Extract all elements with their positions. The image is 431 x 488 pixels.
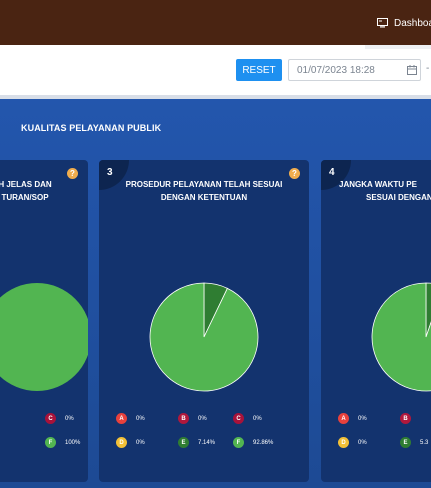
legend-dot: A: [338, 413, 349, 424]
pie-slice: [371, 282, 431, 392]
question-card-2: H JELAS DAN TURAN/SOP ? C 0% F 100%: [0, 160, 88, 482]
dashboard-label: Dashboa: [394, 17, 431, 29]
date-input[interactable]: 01/07/2023 18:28: [288, 59, 421, 81]
legend-value: 92.86%: [253, 439, 274, 446]
legend-value: 5.3: [420, 439, 429, 446]
legend-value: 0%: [358, 439, 367, 446]
dashboard-icon: [377, 18, 388, 28]
legend-value: 100%: [65, 439, 81, 446]
card-title-line1: JANGKA WAKTU PE: [339, 180, 417, 189]
question-card-3: 3 ? PROSEDUR PELAYANAN TELAH SESUAI DENG…: [99, 160, 309, 482]
legend-dot: C: [233, 413, 244, 424]
question-card-4: 4 JANGKA WAKTU PE SESUAI DENGAN A 0% B D…: [321, 160, 431, 482]
legend-value: 0%: [65, 415, 74, 422]
card-title: H JELAS DAN TURAN/SOP: [0, 178, 60, 204]
dashboard-link[interactable]: Dashboa: [377, 16, 431, 30]
card-title-line1: PROSEDUR PELAYANAN TELAH SESUAI: [125, 180, 283, 189]
legend-item-a: A 0%: [116, 413, 145, 424]
legend-item-b: B: [400, 413, 420, 424]
card-title-line2: DENGAN KETENTUAN: [160, 193, 248, 202]
legend-dot: D: [338, 437, 349, 448]
card-title: JANGKA WAKTU PE SESUAI DENGAN: [339, 178, 431, 204]
legend-item-e: E 5.3: [400, 437, 428, 448]
legend-dot: B: [400, 413, 411, 424]
card-number: 3: [107, 167, 113, 178]
section-divider: [0, 95, 431, 99]
card-title-line2: TURAN/SOP: [1, 193, 49, 202]
legend-dot: C: [45, 413, 56, 424]
pie-chart: [149, 282, 259, 392]
legend-dot: E: [400, 437, 411, 448]
legend-dot: F: [45, 437, 56, 448]
calendar-icon[interactable]: [407, 65, 417, 75]
legend-item-f: F 100%: [45, 437, 80, 448]
legend-item-c: C 0%: [45, 413, 74, 424]
date-value: 01/07/2023 18:28: [297, 65, 375, 76]
date-range-separator: -: [426, 63, 430, 74]
top-bar: Dashboa: [0, 0, 431, 45]
legend-item-f: F 92.86%: [233, 437, 273, 448]
legend-value: 0%: [358, 415, 367, 422]
help-icon[interactable]: ?: [289, 168, 300, 179]
reset-button[interactable]: RESET: [236, 59, 282, 81]
legend-item-c: C 0%: [233, 413, 262, 424]
card-title-line2: SESUAI DENGAN: [366, 193, 431, 202]
card-number: 4: [329, 167, 335, 178]
legend-dot: E: [178, 437, 189, 448]
legend-dot: D: [116, 437, 127, 448]
legend-item-e: E 7.14%: [178, 437, 215, 448]
filter-bar-edge: [365, 45, 431, 49]
help-icon[interactable]: ?: [67, 168, 78, 179]
pie-chart: [371, 282, 431, 392]
legend-value: 7.14%: [198, 439, 216, 446]
pie-chart: [0, 283, 88, 391]
legend-value: 0%: [198, 415, 207, 422]
pie-slice: [0, 283, 88, 391]
legend-value: 0%: [253, 415, 262, 422]
legend-item-b: B 0%: [178, 413, 207, 424]
legend-item-a: A 0%: [338, 413, 367, 424]
legend-dot: F: [233, 437, 244, 448]
legend-dot: A: [116, 413, 127, 424]
legend-item-d: D 0%: [116, 437, 145, 448]
legend-dot: B: [178, 413, 189, 424]
legend-value: 0%: [136, 415, 145, 422]
pie-slice: [149, 282, 259, 392]
card-title: PROSEDUR PELAYANAN TELAH SESUAI DENGAN K…: [99, 178, 309, 204]
legend-item-d: D 0%: [338, 437, 367, 448]
section-title: KUALITAS PELAYANAN PUBLIK: [21, 123, 162, 133]
card-title-line1: H JELAS DAN: [0, 180, 52, 189]
legend-value: 0%: [136, 439, 145, 446]
